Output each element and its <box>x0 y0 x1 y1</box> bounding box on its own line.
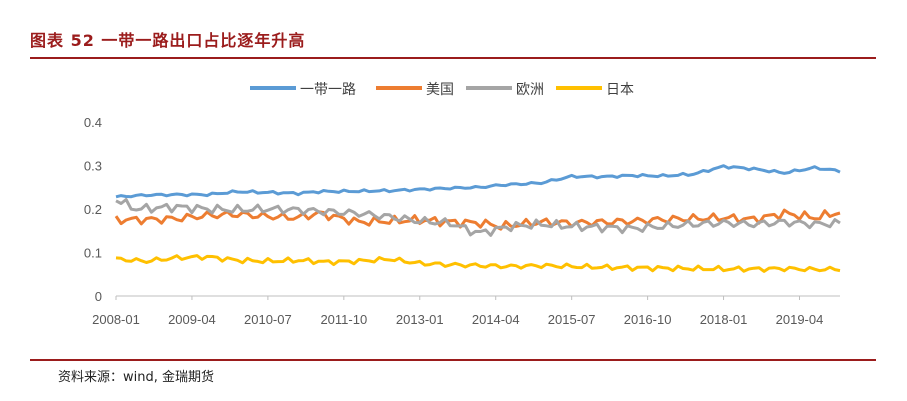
legend-label-3: 日本 <box>606 82 634 98</box>
legend-label-1: 美国 <box>426 82 454 98</box>
figure-title: 图表 52 一带一路出口占比逐年升高 <box>30 31 306 50</box>
x-tick-label-9: 2019-04 <box>776 312 824 327</box>
y-tick-label-3: 0.3 <box>84 159 102 174</box>
series-line-1 <box>114 208 841 231</box>
x-tick-label-2: 2010-07 <box>244 312 292 327</box>
series-line-0 <box>115 164 841 199</box>
series-lines <box>114 164 841 273</box>
x-tick-label-5: 2014-04 <box>472 312 520 327</box>
source-note: 资料来源：wind, 金瑞期货 <box>58 370 215 385</box>
legend: 一带一路 美国 欧洲 日本 <box>250 82 634 98</box>
legend-label-2: 欧洲 <box>516 82 544 98</box>
x-tick-label-0: 2008-01 <box>92 312 140 327</box>
legend-label-0: 一带一路 <box>300 82 356 98</box>
y-axis-ticks: 0 0.1 0.2 0.3 0.4 <box>84 115 102 304</box>
x-tick-label-4: 2013-01 <box>396 312 444 327</box>
y-tick-label-0: 0 <box>95 289 102 304</box>
y-tick-label-4: 0.4 <box>84 115 102 130</box>
x-tick-label-6: 2015-07 <box>548 312 596 327</box>
bottom-divider <box>30 359 876 361</box>
x-tick-label-3: 2011-10 <box>320 312 367 327</box>
y-tick-label-1: 0.1 <box>84 246 102 261</box>
top-divider <box>30 57 876 59</box>
x-axis-ticks: 2008-01 2009-04 2010-07 2011-10 2013-01 2014-… <box>92 296 823 327</box>
line-chart: 一带一路 美国 欧洲 日本 00.10.20.30.4 2008-01 2009-04 2… <box>84 82 841 327</box>
series-line-3 <box>115 254 841 273</box>
series-line-2 <box>115 198 841 237</box>
x-tick-label-7: 2016-10 <box>624 312 672 327</box>
x-tick-label-1: 2009-04 <box>168 312 216 327</box>
x-tick-label-8: 2018-01 <box>700 312 748 327</box>
y-tick-label-2: 0.2 <box>84 202 102 217</box>
